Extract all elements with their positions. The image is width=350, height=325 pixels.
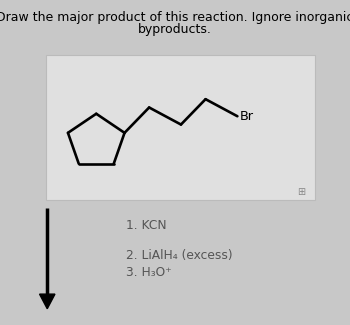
- Polygon shape: [40, 294, 55, 309]
- Text: 1. KCN: 1. KCN: [126, 219, 167, 232]
- Text: byproducts.: byproducts.: [138, 23, 212, 36]
- Text: Draw the major product of this reaction. Ignore inorganic: Draw the major product of this reaction.…: [0, 11, 350, 24]
- Text: 2. LiAlH₄ (excess): 2. LiAlH₄ (excess): [126, 249, 233, 262]
- Text: ⊞: ⊞: [297, 187, 305, 197]
- Text: 3. H₃O⁺: 3. H₃O⁺: [126, 266, 172, 280]
- Text: Br: Br: [240, 110, 254, 123]
- FancyBboxPatch shape: [46, 55, 315, 200]
